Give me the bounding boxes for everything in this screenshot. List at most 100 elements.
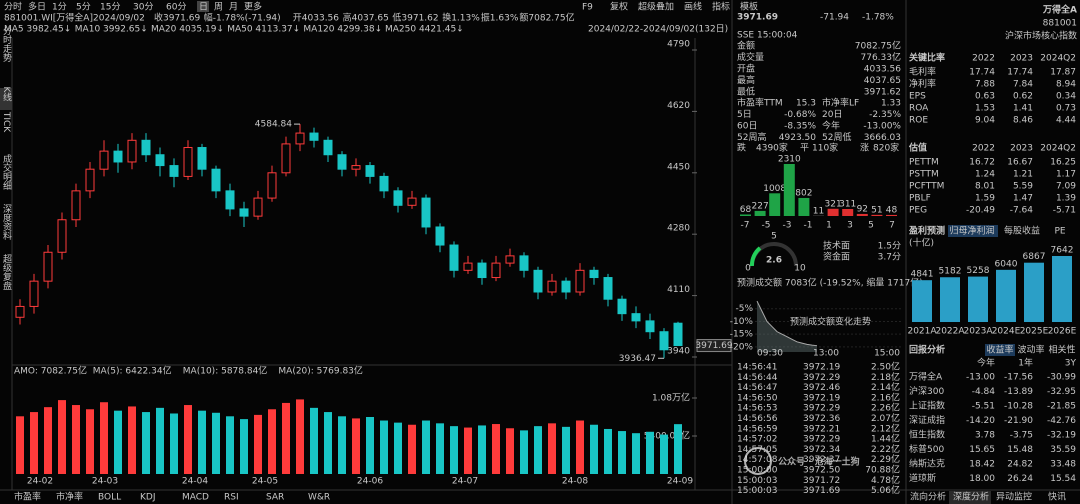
side-tab[interactable]: 成交明细 xyxy=(1,153,12,190)
candle-body xyxy=(169,165,179,177)
tab[interactable]: 日 xyxy=(199,2,208,13)
stat-label: 5日 xyxy=(737,109,752,120)
bar-label: 2310 xyxy=(778,155,801,165)
row-label: 万得全A xyxy=(909,371,943,383)
row-label: PEG xyxy=(909,206,927,216)
tab[interactable]: 每股收益 xyxy=(1004,225,1040,237)
cell: 8.01 xyxy=(975,182,995,192)
bar-label: 321 xyxy=(825,199,842,209)
indicator-tab[interactable]: W&R xyxy=(308,493,330,503)
volume-legend: MA(5): 6422.34亿 xyxy=(93,365,172,377)
indicator-tab[interactable]: SAR xyxy=(266,493,284,503)
tick-amount: 2.18亿 xyxy=(871,371,900,383)
tick-price: 3972.29 xyxy=(803,404,840,414)
side-tab[interactable]: 深度资料 xyxy=(1,204,12,241)
ma-legend: MA5 3982.45↓ xyxy=(4,25,71,35)
column-header: 2023 xyxy=(1010,54,1033,64)
bottom-tab[interactable]: 流向分析 xyxy=(910,491,946,503)
indicator-tab[interactable]: MACD xyxy=(182,493,209,503)
row-label: 纳斯达克 xyxy=(909,458,945,470)
tab[interactable]: 波动率 xyxy=(1017,344,1044,356)
indicator-tab[interactable]: BOLL xyxy=(98,493,121,503)
cell: 18.00 xyxy=(969,474,995,484)
market-label: 沪深市场核心指数 xyxy=(1005,30,1077,42)
tab[interactable]: 分时 xyxy=(4,1,22,13)
column-header: 3Y xyxy=(1065,359,1077,369)
tab[interactable]: 多日 xyxy=(28,1,46,13)
row-label: 沪深300 xyxy=(909,385,944,397)
volume-legend: MA(10): 5878.84亿 xyxy=(183,365,268,377)
x-tick-label: 24-08 xyxy=(562,477,588,487)
section-title: 回报分析 xyxy=(909,344,945,356)
x-tick-label: 2025E xyxy=(1020,327,1049,337)
candle-body xyxy=(463,262,473,271)
volume-bar xyxy=(30,412,38,474)
ma-legend: MA50 4113.37↓ xyxy=(227,25,300,35)
indicator-tab[interactable]: RSI xyxy=(224,493,239,503)
cell: 7.09 xyxy=(1056,182,1076,192)
candle-body xyxy=(575,269,585,293)
info-item: 换1.13% xyxy=(442,12,480,24)
volume-legend: MA(20): 5769.83亿 xyxy=(278,365,363,377)
tab[interactable]: 1分 xyxy=(52,2,67,13)
candle-body xyxy=(57,219,67,253)
x-tick-label: 5 xyxy=(868,221,874,231)
volume-bar xyxy=(674,424,682,474)
toolbar-button[interactable]: 模板 xyxy=(740,1,758,13)
tab[interactable]: 相关性 xyxy=(1048,344,1075,356)
distribution-bar xyxy=(856,213,868,216)
tab[interactable]: 收益率 xyxy=(986,344,1013,356)
bottom-tab[interactable]: 深度分析 xyxy=(953,491,989,503)
cell: 1.53 xyxy=(975,104,995,114)
bar-label: 6867 xyxy=(1023,252,1046,262)
bar-label: 11 xyxy=(813,206,824,216)
volume-bar xyxy=(212,412,220,474)
tab[interactable]: 60分 xyxy=(166,2,186,13)
tab[interactable]: 周 xyxy=(214,2,223,13)
y-tick-label: 4110 xyxy=(667,285,690,295)
tick-time: 14:56:59 xyxy=(737,424,778,434)
indicator-tab[interactable]: KDJ xyxy=(140,493,156,503)
x-tick-label: 24-06 xyxy=(357,477,383,487)
forecast-line xyxy=(756,300,818,347)
tick-time: 14:57:05 xyxy=(737,445,777,455)
tab[interactable]: 15分 xyxy=(100,2,120,13)
tab[interactable]: 5分 xyxy=(76,2,91,13)
y-tick-label: 1.08万亿 xyxy=(652,392,690,404)
cell: 16.67 xyxy=(1007,158,1033,168)
x-tick-label: 24-02 xyxy=(27,477,53,487)
bottom-tab[interactable]: 快讯 xyxy=(1048,491,1066,503)
stat-value: -13.00% xyxy=(863,122,901,132)
volume-bar xyxy=(394,422,402,474)
candle-body xyxy=(183,147,193,177)
side-tab[interactable]: 分时走势 xyxy=(1,26,12,63)
tab[interactable]: 更多 xyxy=(244,1,262,13)
toolbar-button[interactable]: 画线 xyxy=(684,1,702,13)
candle-body xyxy=(71,190,81,221)
candle-body xyxy=(533,269,543,293)
cell: -32.19 xyxy=(1047,431,1076,441)
volume-legend: AMO: 7082.75亿 xyxy=(14,365,87,377)
toolbar-button[interactable]: 指标 xyxy=(712,1,730,13)
candle-body xyxy=(337,154,347,170)
toolbar-button[interactable]: 超级叠加 xyxy=(638,1,674,13)
tab[interactable]: PE xyxy=(1054,227,1065,237)
x-tick-label: 2024E xyxy=(992,327,1021,337)
stat-label: 市净率LF xyxy=(822,97,859,109)
tab[interactable]: 归母净利润 xyxy=(949,225,994,237)
cell: 16.72 xyxy=(969,158,995,168)
indicator-tab[interactable]: 市盈率 xyxy=(14,491,41,503)
tick-price: 3972.36 xyxy=(803,414,840,424)
tick-amount: 2.07亿 xyxy=(871,412,900,424)
tab[interactable]: 30分 xyxy=(133,2,153,13)
indicator-tab[interactable]: 市净率 xyxy=(56,491,83,503)
side-tab[interactable]: TICK xyxy=(1,111,11,133)
tick-price: 3972.37 xyxy=(803,455,840,465)
bottom-tab[interactable]: 异动监控 xyxy=(996,491,1032,503)
toolbar-button[interactable]: F9 xyxy=(582,3,593,13)
toolbar-button[interactable]: 复权 xyxy=(610,1,628,13)
side-tab[interactable]: K线 xyxy=(1,87,12,102)
side-tab[interactable]: 超级复盘 xyxy=(1,253,12,290)
tab[interactable]: 月 xyxy=(229,2,238,13)
cell: -5.51 xyxy=(972,402,995,412)
